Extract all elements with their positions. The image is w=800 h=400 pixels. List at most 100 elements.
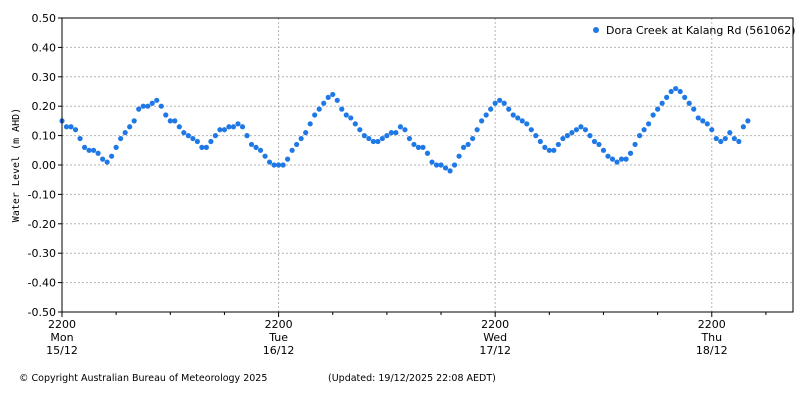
data-point (673, 85, 679, 92)
x-tick-label: Wed (483, 331, 507, 344)
data-point (591, 138, 598, 145)
y-tick-label: 0.40 (32, 41, 57, 54)
data-point (294, 141, 300, 148)
data-point (524, 121, 530, 127)
data-point (154, 97, 160, 103)
data-point (321, 100, 327, 106)
y-axis-label: Water Level (m AHD) (11, 108, 22, 222)
x-tick-labels: 2200Mon15/122200Tue16/122200Wed17/122200… (46, 312, 767, 357)
data-point (307, 121, 313, 127)
data-point (212, 133, 219, 139)
data-point (438, 162, 444, 168)
y-tick-label: -0.20 (28, 218, 56, 231)
data-point (316, 106, 322, 112)
data-point (668, 88, 674, 95)
data-point (587, 133, 593, 139)
x-tick-label: 15/12 (46, 344, 78, 357)
data-point (546, 147, 552, 153)
data-point (632, 141, 638, 148)
data-point (397, 124, 404, 130)
data-point (718, 138, 724, 145)
data-point (68, 124, 74, 130)
data-point (596, 141, 602, 148)
data-point (185, 133, 191, 139)
data-point (149, 100, 155, 106)
data-point (677, 88, 683, 95)
data-point (451, 162, 458, 168)
data-point (573, 127, 580, 133)
y-tick-label: 0.30 (32, 71, 57, 84)
y-tick-label: -0.50 (28, 306, 56, 319)
data-point (528, 127, 534, 133)
data-point (433, 162, 440, 168)
data-point (370, 138, 376, 145)
data-point (650, 112, 656, 118)
x-tick-label: 16/12 (263, 344, 295, 357)
data-point (104, 159, 110, 165)
x-tick-label: 2200 (265, 318, 293, 331)
data-point (393, 130, 399, 136)
data-point (266, 159, 273, 165)
data-point (172, 118, 178, 124)
data-point (334, 97, 340, 103)
data-point (497, 97, 503, 103)
data-point (483, 112, 489, 118)
copyright-text: © Copyright Australian Bureau of Meteoro… (19, 373, 268, 384)
data-point (402, 127, 408, 133)
data-point (551, 147, 557, 153)
data-point (303, 130, 309, 136)
data-point (181, 130, 187, 136)
data-point (226, 124, 232, 130)
data-point (470, 135, 476, 142)
data-point (140, 103, 146, 109)
data-point (325, 94, 331, 100)
data-point (700, 118, 706, 124)
data-point (330, 91, 336, 98)
x-tick-label: 2200 (481, 318, 509, 331)
data-point (682, 94, 688, 100)
data-point (736, 138, 742, 145)
data-point (63, 124, 70, 130)
data-point (745, 118, 751, 124)
data-point (113, 144, 119, 150)
data-point (600, 147, 607, 153)
updated-timestamp: (Updated: 19/12/2025 22:08 AEDT) (328, 373, 496, 384)
data-point (136, 106, 142, 112)
data-point (248, 141, 255, 148)
data-point (262, 153, 268, 159)
data-point (280, 162, 286, 168)
data-point (72, 127, 79, 133)
data-point (537, 138, 543, 145)
data-point (244, 133, 250, 139)
data-point (465, 141, 471, 148)
data-point (704, 121, 710, 127)
x-tick-label: Mon (50, 331, 73, 344)
data-point (221, 127, 228, 133)
data-point (415, 144, 422, 150)
data-point (100, 156, 106, 162)
data-point (109, 153, 115, 159)
legend: Dora Creek at Kalang Rd (561062) (593, 24, 796, 37)
data-point (578, 124, 584, 130)
data-point (460, 144, 467, 150)
y-tick-label: -0.10 (28, 188, 56, 201)
data-point (488, 106, 494, 112)
data-point (375, 138, 381, 145)
data-point (190, 135, 196, 142)
data-point (411, 141, 417, 148)
data-point (257, 147, 264, 153)
y-tick-label: 0.50 (32, 12, 57, 25)
data-point (515, 115, 521, 121)
data-point (230, 124, 237, 130)
x-tick-label: 18/12 (696, 344, 728, 357)
data-point (636, 133, 643, 139)
y-tick-labels: 0.50 0.40 0.30 0.20 0.10 0.00 -0.10 -0.20 -0.30 -… (28, 12, 62, 319)
data-point (366, 135, 372, 142)
data-point (122, 130, 128, 136)
data-point (709, 127, 715, 133)
data-point (605, 153, 611, 159)
data-point (695, 115, 701, 121)
data-point (424, 150, 431, 156)
data-point (406, 135, 413, 142)
data-point (275, 162, 282, 168)
